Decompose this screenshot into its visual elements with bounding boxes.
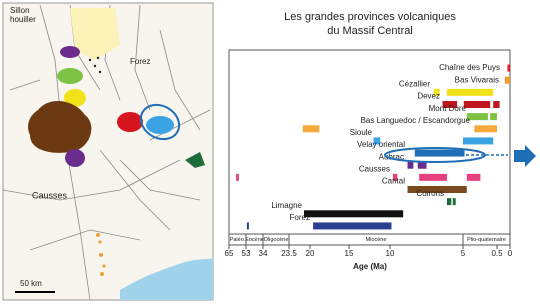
range-bar	[304, 210, 404, 218]
bar-label: Bas Languedoc / Escandorgue	[361, 116, 471, 125]
x-tick-label: 5	[461, 249, 466, 258]
map-frame	[2, 2, 214, 301]
bar-label: Forez	[290, 213, 310, 222]
range-bar	[466, 113, 488, 121]
range-bar	[302, 125, 320, 133]
range-bar	[392, 173, 398, 181]
x-tick-label: 0.5	[491, 249, 503, 258]
range-bar	[452, 198, 456, 206]
range-bar	[373, 137, 381, 145]
volcanic-field	[65, 149, 85, 167]
range-bar	[463, 137, 494, 145]
x-tick-label: 0	[508, 249, 513, 258]
range-bar	[236, 173, 239, 181]
range-bar	[419, 173, 447, 181]
x-tick-label: 53	[242, 249, 251, 258]
bar-label: Devez	[417, 92, 440, 101]
volcanic-field	[117, 112, 143, 132]
range-bar	[446, 198, 452, 206]
epoch-label: Paléo.	[230, 237, 246, 243]
arrow	[514, 145, 536, 167]
volcanic-field	[60, 46, 80, 58]
map-label: Sillon	[10, 6, 30, 15]
volcanic-field	[57, 68, 83, 84]
plot-frame	[228, 49, 511, 246]
range-bar	[463, 101, 491, 108]
map-label: Forez	[130, 57, 150, 66]
volcanic-dots	[96, 233, 106, 276]
range-bar	[407, 161, 414, 169]
highlight-ellipse	[139, 103, 181, 141]
range-bar	[442, 101, 458, 108]
bar-label: Cézallier	[399, 79, 430, 88]
scale-label: 50 km	[20, 279, 42, 288]
bar-label: Limagne	[271, 201, 302, 210]
range-bar	[246, 222, 249, 230]
bar-label: Cantal	[382, 177, 405, 186]
range-bar	[474, 125, 497, 133]
map-label: houiller	[10, 15, 36, 24]
x-tick-label: 10	[386, 249, 395, 258]
volcanic-field	[185, 152, 205, 168]
range-bar	[313, 222, 392, 230]
bar-label: Aubrac	[379, 152, 404, 161]
range-bar	[493, 101, 500, 108]
chart-title: du Massif Central	[327, 25, 413, 37]
epoch-label: Plio-quaternaire	[467, 237, 506, 243]
bar-label: Velay oriental	[357, 140, 405, 149]
range-bar	[407, 186, 467, 193]
range-bar	[417, 161, 427, 169]
epoch-label: Oligocène	[264, 237, 289, 243]
bar-label: Sioule	[350, 128, 373, 137]
range-bar	[504, 76, 510, 84]
range-bar	[490, 113, 497, 121]
map: Sillon houiller Forez Causses 50 km	[2, 2, 214, 304]
map-label: Causses	[32, 190, 68, 200]
x-tick-label: 20	[306, 249, 315, 258]
x-tick-label: 15	[345, 249, 354, 258]
range-bar	[466, 173, 481, 181]
range-bar	[507, 64, 510, 72]
volcanic-dots	[88, 56, 102, 74]
range-bar	[446, 88, 494, 96]
bar-label: Coirons	[416, 189, 444, 198]
bar-label: Mont Dore	[429, 104, 467, 113]
bar-label: Causses	[359, 164, 390, 173]
x-axis-label: Age (Ma)	[353, 262, 387, 271]
x-tick-label: 34	[259, 249, 268, 258]
bar-label: Chaîne des Puys	[439, 63, 500, 72]
sediment	[70, 8, 120, 60]
x-tick-label: 65	[225, 249, 234, 258]
highlight-ellipse	[384, 147, 486, 163]
bar-label: Bas Vivarais	[455, 75, 499, 84]
volcanic-field	[64, 89, 86, 107]
epoch-label: Eocène	[245, 237, 264, 243]
epoch-label: Miocène	[366, 237, 387, 243]
range-bar	[433, 88, 440, 96]
x-tick-label: 23.5	[281, 249, 297, 258]
chart-title: Les grandes provinces volcaniques	[284, 11, 456, 23]
volcanic-field	[27, 100, 92, 153]
range-bar	[414, 149, 465, 157]
volcanic-field	[146, 116, 174, 134]
sea	[120, 258, 213, 304]
